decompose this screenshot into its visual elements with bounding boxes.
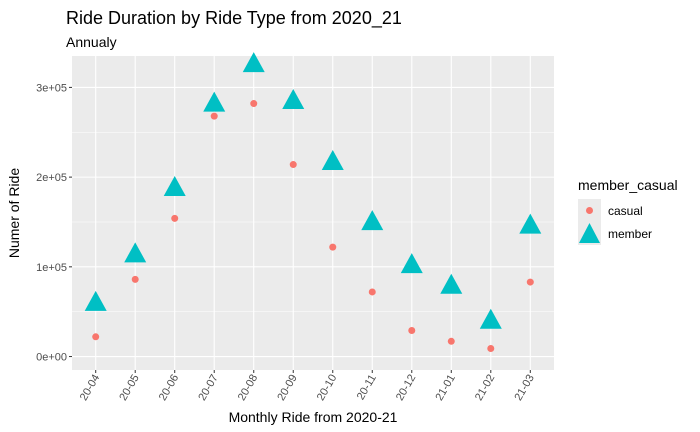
casual-point [250,100,258,108]
member-point [400,253,423,274]
x-axis-title: Monthly Ride from 2020-21 [229,409,398,425]
casual-point [329,243,337,251]
x-tick-label: 20-06 [157,373,181,403]
casual-point [487,344,495,352]
y-tick-label: 0e+00 [36,352,67,364]
member-point [361,210,384,231]
legend-label-member: member [608,227,652,241]
x-tick-label: 20-12 [394,373,418,403]
x-tick-label: 21-01 [433,373,457,403]
plot-panel [72,56,554,370]
legend-member-marker [579,223,600,243]
member-point [282,88,305,109]
casual-point [408,327,416,335]
data-points [84,52,542,352]
legend-label-casual: casual [608,204,643,218]
casual-point [92,333,100,341]
member-point [203,91,226,112]
member-point [519,213,542,234]
x-tick-label: 20-05 [117,373,141,403]
x-tick-label: 20-08 [236,373,260,403]
casual-point [289,161,297,169]
x-tick-label: 20-07 [196,373,220,403]
x-tick-label: 20-10 [315,373,339,403]
member-point [163,175,186,196]
legend: member_casual casual member [578,177,678,245]
y-axis-title: Numer of Ride [6,168,22,258]
chart-subtitle: Annualy [66,34,117,50]
member-point [242,52,265,73]
casual-point [447,337,455,345]
legend-title: member_casual [578,177,678,193]
member-point [440,273,463,294]
y-tick-label: 1e+05 [36,262,67,274]
casual-point [526,278,534,286]
member-point [479,308,502,329]
casual-point [210,112,218,120]
y-axis: 0e+00 1e+05 2e+05 3e+05 [36,82,72,364]
casual-point [368,288,376,296]
y-tick-label: 2e+05 [36,172,67,184]
x-tick-label: 20-09 [275,373,299,403]
x-tick-label: 20-04 [78,373,102,403]
chart-title: Ride Duration by Ride Type from 2020_21 [66,8,402,29]
casual-point [131,275,139,283]
member-point [84,290,107,311]
member-point [321,149,344,170]
casual-point [171,214,179,222]
y-tick-label: 3e+05 [36,82,67,94]
member-point [124,242,147,263]
x-tick-label: 21-02 [473,372,497,402]
x-tick-label: 21-03 [512,373,536,403]
x-tick-label: 20-11 [355,373,379,403]
x-axis: 20-04 20-05 20-06 20-07 20-08 20-09 20-10 20-11… [78,370,537,403]
legend-casual-marker [586,207,593,214]
